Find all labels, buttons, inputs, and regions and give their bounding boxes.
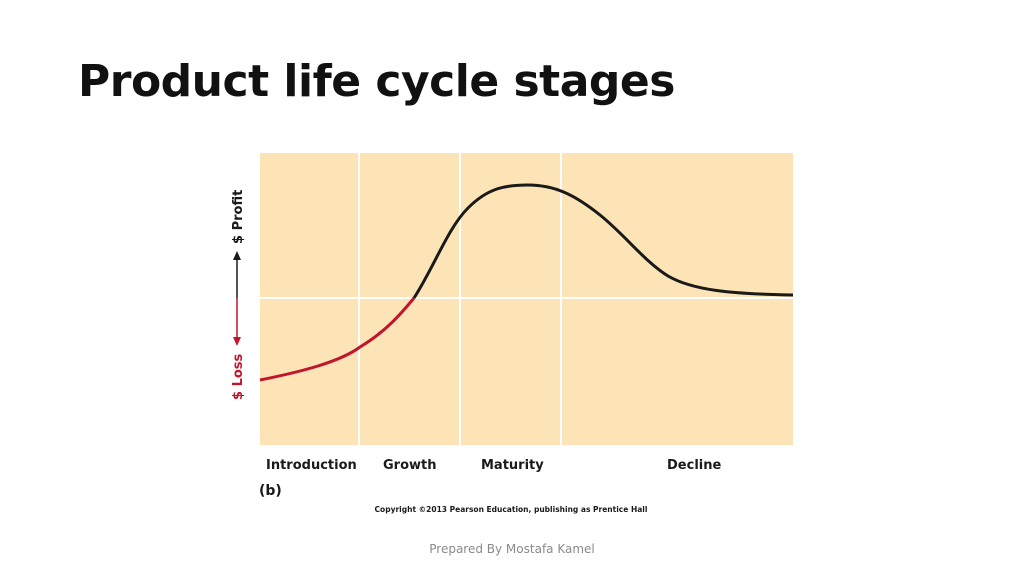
y-axis-loss-label: $ Loss <box>231 353 246 400</box>
y-axis-arrows <box>233 251 241 346</box>
stage-label-growth: Growth <box>383 458 437 473</box>
stage-label-decline: Decline <box>667 458 721 473</box>
profit-curve <box>412 183 794 299</box>
loss-arrow-head-icon <box>233 337 241 346</box>
stage-label-introduction: Introduction <box>266 458 357 473</box>
loss-curve <box>259 297 416 382</box>
slide-footer: Prepared By Mostafa Kamel <box>429 542 595 556</box>
panel-label: (b) <box>259 483 282 499</box>
copyright-notice: Copyright ©2013 Pearson Education, publi… <box>375 505 648 514</box>
slide-title: Product life cycle stages <box>78 56 675 107</box>
stage-label-maturity: Maturity <box>481 458 544 473</box>
y-axis-profit-label: $ Profit <box>231 190 246 244</box>
profit-arrow-head-icon <box>233 251 241 260</box>
